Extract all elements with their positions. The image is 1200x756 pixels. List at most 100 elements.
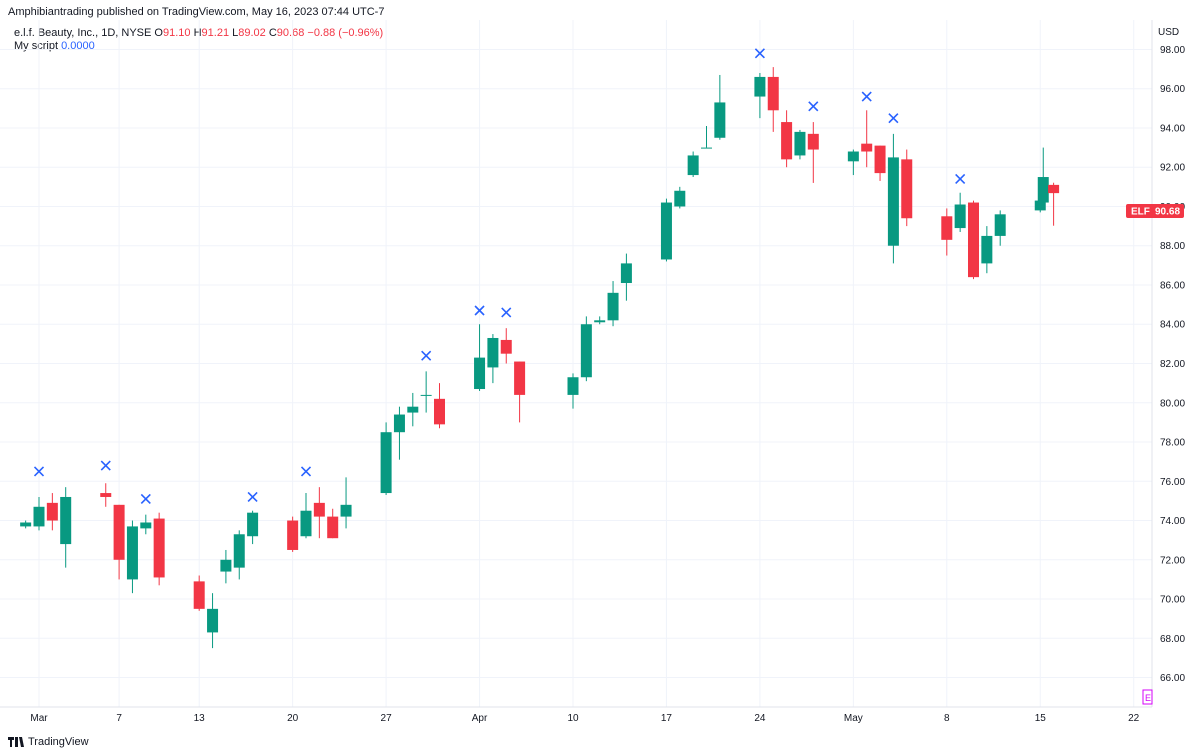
candle-body — [687, 155, 699, 176]
candle-body — [941, 216, 953, 240]
open-label: O — [154, 27, 163, 39]
x-tick-label: 22 — [1128, 713, 1140, 724]
x-marker — [33, 466, 45, 477]
candle — [861, 110, 873, 168]
x-tick-label: May — [844, 713, 863, 724]
candle-body — [594, 320, 606, 323]
candle-body — [954, 204, 966, 229]
candle-body — [193, 581, 205, 609]
x-marker — [474, 305, 485, 316]
last-ticker-label: ELF — [1131, 207, 1150, 218]
candle — [233, 530, 245, 580]
candle — [1048, 182, 1060, 226]
candle — [60, 487, 72, 568]
candle — [340, 477, 352, 529]
candle-body — [287, 520, 299, 550]
x-marker — [247, 491, 258, 503]
x-marker-stroke — [100, 460, 111, 471]
x-marker-stroke — [247, 491, 258, 503]
axis-badge[interactable]: E — [1142, 689, 1153, 705]
candle-body — [901, 159, 913, 219]
candle-body — [1034, 200, 1046, 211]
x-marker-stroke — [501, 307, 512, 318]
x-tick-label: Apr — [472, 713, 488, 724]
candle — [794, 129, 806, 160]
candle — [580, 316, 592, 382]
y-axis-ticks: 66.00 68.00 70.00 72.00 74.00 76.00 78.00 80.00… — [1160, 45, 1185, 684]
x-marker-stroke — [300, 466, 312, 477]
candle-body — [487, 337, 499, 368]
candle — [100, 483, 112, 507]
candle — [901, 149, 913, 227]
candle-body — [968, 202, 979, 278]
close-value: 90.68 — [276, 27, 305, 39]
x-marker-stroke — [421, 350, 432, 361]
candle — [714, 74, 726, 140]
candle — [687, 151, 699, 178]
y-tick-label: 86.00 — [1160, 280, 1185, 291]
y-tick-label: 98.00 — [1160, 45, 1185, 56]
candle-body — [393, 414, 405, 433]
candle — [327, 508, 339, 539]
x-marker — [754, 48, 765, 59]
candle-body — [233, 534, 245, 568]
candle — [594, 316, 606, 325]
high-value: 91.21 — [201, 27, 230, 39]
candle-body — [313, 502, 325, 517]
footer-brand[interactable]: TradingView — [8, 736, 89, 748]
candle-body — [474, 357, 486, 390]
candle — [434, 383, 445, 429]
candle-body — [981, 235, 993, 264]
x-tick-label: 8 — [944, 713, 950, 724]
x-marker-stroke — [140, 493, 151, 505]
candle-body — [140, 522, 152, 529]
candle-body — [714, 102, 726, 138]
candle-body — [126, 526, 138, 580]
x-marker-stroke — [861, 91, 872, 102]
low-label: L — [232, 27, 239, 39]
y-tick-label: 94.00 — [1160, 123, 1185, 134]
symbol-label[interactable]: e.l.f. Beauty, Inc., 1D, NYSE — [14, 27, 152, 39]
x-tick-label: 27 — [381, 713, 393, 724]
candle — [620, 253, 632, 301]
candle — [33, 496, 45, 531]
x-marker-stroke — [888, 113, 899, 124]
chart-legend: e.l.f. Beauty, Inc., 1D, NYSE O91.10 H91… — [14, 27, 383, 53]
candle-body — [46, 502, 58, 521]
high-label: H — [193, 27, 202, 39]
x-marker-stroke — [955, 173, 966, 185]
candle-body — [794, 131, 806, 156]
x-marker — [955, 173, 966, 185]
x-marker — [421, 350, 432, 361]
candle-body — [327, 516, 339, 539]
candle — [941, 208, 953, 256]
candle — [887, 133, 899, 264]
candle — [407, 392, 419, 427]
candle-body — [1048, 184, 1060, 194]
candle — [968, 200, 979, 280]
y-tick-label: 96.00 — [1160, 84, 1185, 95]
candle — [767, 67, 779, 132]
candle-body — [60, 496, 72, 545]
candle-body — [340, 504, 352, 517]
ohlc-row: e.l.f. Beauty, Inc., 1D, NYSE O91.10 H91… — [14, 27, 383, 40]
candle — [514, 361, 526, 423]
candle-body — [300, 510, 312, 537]
x-tick-label: Mar — [30, 713, 48, 724]
x-tick-label: 24 — [754, 713, 766, 724]
close-label: C — [268, 27, 277, 39]
candles — [20, 67, 1060, 649]
candle-body — [807, 133, 819, 150]
y-tick-label: 84.00 — [1160, 320, 1185, 331]
last-price-tag: ELF 90.68 — [1126, 204, 1184, 218]
candle — [500, 328, 512, 364]
change-value: −0.88 (−0.96%) — [307, 27, 384, 39]
x-marker — [501, 307, 512, 318]
candle — [380, 422, 392, 496]
candle — [193, 575, 205, 611]
candle — [300, 493, 312, 539]
y-tick-label: 92.00 — [1160, 163, 1185, 174]
grid-lines — [0, 20, 1152, 707]
candle — [807, 122, 819, 183]
